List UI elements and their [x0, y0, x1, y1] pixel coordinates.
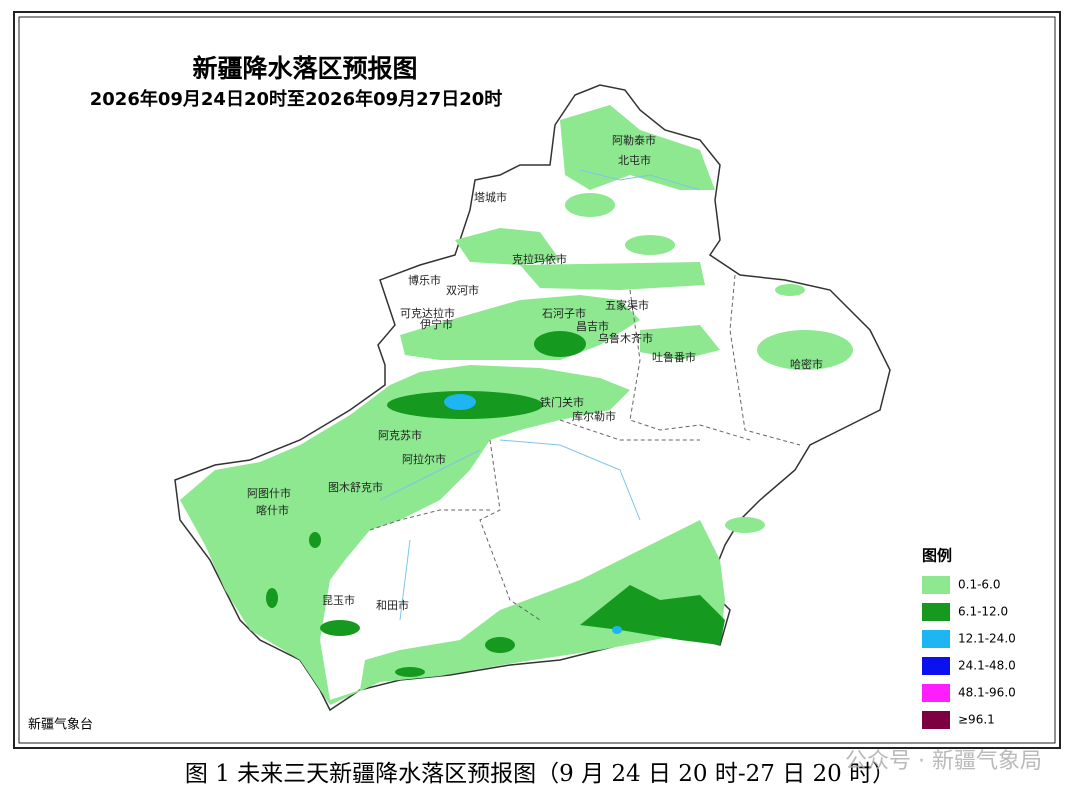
city-label: 和田市 — [376, 598, 409, 612]
city-label: 图木舒克市 — [328, 480, 383, 494]
city-label: 阿图什市 — [247, 486, 291, 500]
city-label: 昌吉市 — [576, 319, 609, 333]
city-label: 北屯市 — [618, 153, 651, 167]
city-label: 乌鲁木齐市 — [598, 331, 653, 345]
city-label: 库尔勒市 — [572, 409, 616, 423]
legend-swatch — [922, 630, 950, 648]
heavy-rain-areas — [444, 394, 622, 634]
city-label: 五家渠市 — [605, 298, 649, 312]
city-label: 喀什市 — [256, 503, 289, 517]
city-label: 哈密市 — [790, 357, 823, 371]
legend-label: 24.1-48.0 — [958, 659, 1016, 673]
city-label: 阿拉尔市 — [402, 452, 446, 466]
caption: 图 1 未来三天新疆降水落区预报图（9 月 24 日 20 时-27 日 20 … — [185, 761, 895, 787]
rivers — [379, 169, 701, 621]
map — [174, 84, 891, 712]
city-label: 昆玉市 — [322, 593, 355, 607]
city-label: 双河市 — [446, 283, 479, 297]
legend-label: 6.1-12.0 — [958, 605, 1008, 619]
inner-frame — [18, 16, 1056, 744]
city-label: 克拉玛依市 — [512, 252, 567, 266]
moderate-rain-areas — [266, 331, 725, 677]
city-labels: 阿勒泰市 北屯市 塔城市 克拉玛依市 博乐市 双河市 可克达拉市 伊宁市 石河子… — [247, 133, 823, 612]
city-label: 铁门关市 — [540, 395, 584, 409]
city-label: 博乐市 — [408, 273, 441, 287]
legend-label: ≥96.1 — [958, 713, 995, 727]
city-label: 可克达拉市 — [400, 306, 455, 320]
source: 新疆气象台 — [28, 717, 93, 733]
legend: 图例 0.1-6.0 6.1-12.0 12.1-24.0 24.1-48.0 48.1… — [922, 547, 1016, 729]
legend-label: 48.1-96.0 — [958, 686, 1016, 700]
boundaries — [369, 274, 801, 621]
city-label: 石河子市 — [542, 306, 586, 320]
legend-swatch — [922, 603, 950, 621]
map-title: 新疆降水落区预报图 — [192, 54, 417, 83]
legend-label: 0.1-6.0 — [958, 578, 1001, 592]
city-label: 阿克苏市 — [378, 428, 422, 442]
city-label: 阿勒泰市 — [612, 133, 656, 147]
map-subtitle: 2026年09月24日20时至2026年09月27日20时 — [90, 88, 503, 110]
watermark: 公众号 · 新疆气象局 — [845, 749, 1042, 774]
legend-swatch — [922, 711, 950, 729]
legend-title: 图例 — [922, 547, 952, 565]
legend-swatch — [922, 657, 950, 675]
legend-swatch — [922, 684, 950, 702]
city-label: 伊宁市 — [420, 317, 453, 331]
city-label: 塔城市 — [474, 190, 507, 204]
legend-label: 12.1-24.0 — [958, 632, 1016, 646]
legend-swatch — [922, 576, 950, 594]
city-label: 吐鲁番市 — [652, 350, 696, 364]
